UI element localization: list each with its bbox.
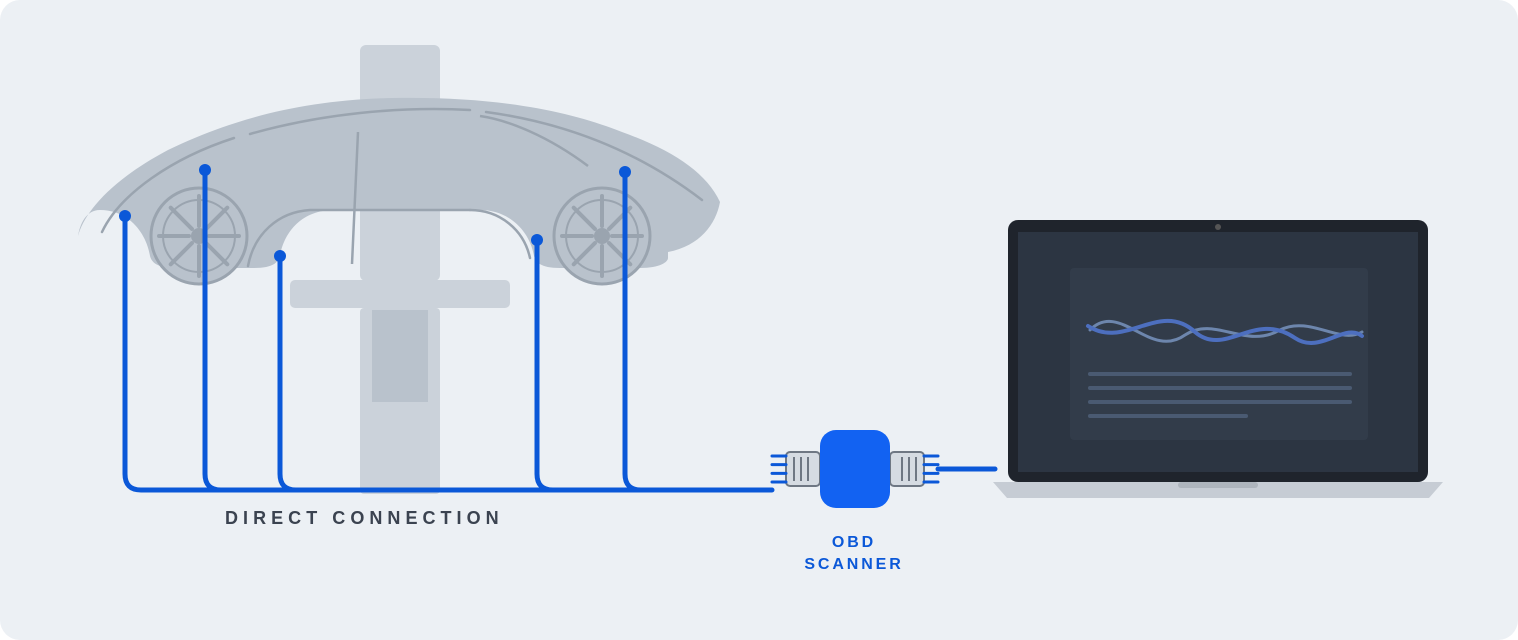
diagram-canvas: DIRECT CONNECTION OBD scanner xyxy=(0,0,1518,640)
label-direct-connection: DIRECT CONNECTION xyxy=(225,508,504,529)
label-obd-line2: scanner xyxy=(804,556,903,573)
label-obd-scanner: OBD scanner xyxy=(804,532,904,577)
diagram-svg xyxy=(0,0,1518,640)
label-obd-line1: OBD xyxy=(832,534,876,551)
